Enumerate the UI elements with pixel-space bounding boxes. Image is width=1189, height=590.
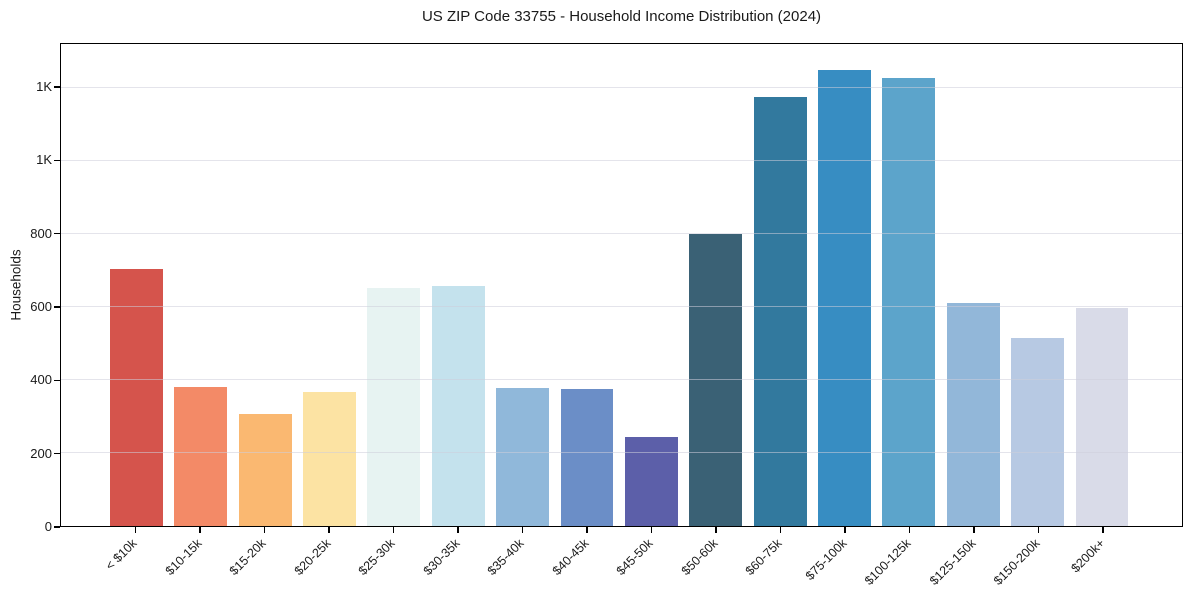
bar [238, 414, 292, 526]
y-tick-label: 600 [30, 299, 52, 314]
y-tick-mark [54, 86, 60, 88]
y-axis-label: Households [8, 249, 24, 321]
bars-layer [61, 44, 1182, 526]
bar [1075, 308, 1129, 526]
y-tick-mark [54, 159, 60, 162]
bar [753, 96, 807, 526]
bar [367, 287, 421, 526]
y-tick-mark [54, 232, 60, 235]
y-tick-mark [54, 306, 60, 308]
x-tick-mark [263, 527, 266, 533]
y-tick-label: 400 [30, 372, 52, 388]
y-tick-label: 1K [36, 152, 52, 168]
plot-area [60, 43, 1183, 527]
y-tick-label: 0 [44, 519, 52, 534]
bar [946, 302, 1000, 526]
x-tick-mark [650, 527, 653, 533]
bar [689, 233, 743, 526]
bar [496, 387, 550, 526]
bar [818, 69, 871, 526]
bar [560, 388, 614, 526]
x-tick-mark [973, 527, 975, 533]
chart-title: US ZIP Code 33755 - Household Income Dis… [421, 8, 822, 25]
x-tick-mark [134, 527, 137, 533]
y-tick-mark [54, 379, 60, 382]
y-tick-mark [54, 526, 60, 528]
bar [174, 387, 228, 526]
bar [1011, 337, 1065, 526]
x-tick-mark [1037, 527, 1040, 533]
x-tick-mark [715, 527, 717, 533]
x-tick-mark [586, 527, 588, 533]
x-tick-mark [908, 527, 911, 533]
bar [624, 436, 678, 526]
x-tick-mark [457, 527, 459, 533]
y-tick-label: 800 [30, 225, 52, 241]
y-tick-label: 200 [30, 445, 52, 461]
x-tick-mark [844, 527, 846, 533]
x-tick-label: < $10k [103, 536, 141, 573]
x-tick-mark [328, 527, 330, 533]
x-tick-mark [1102, 527, 1104, 533]
bar [109, 268, 163, 526]
x-tick-mark [779, 527, 782, 533]
y-tick-label: 1K [36, 79, 52, 94]
x-tick-mark [392, 527, 395, 533]
bar [303, 391, 356, 526]
x-tick-mark [521, 527, 524, 533]
x-tick-mark [199, 527, 201, 533]
y-tick-mark [54, 452, 60, 455]
bar [431, 285, 485, 526]
bar [882, 78, 936, 526]
